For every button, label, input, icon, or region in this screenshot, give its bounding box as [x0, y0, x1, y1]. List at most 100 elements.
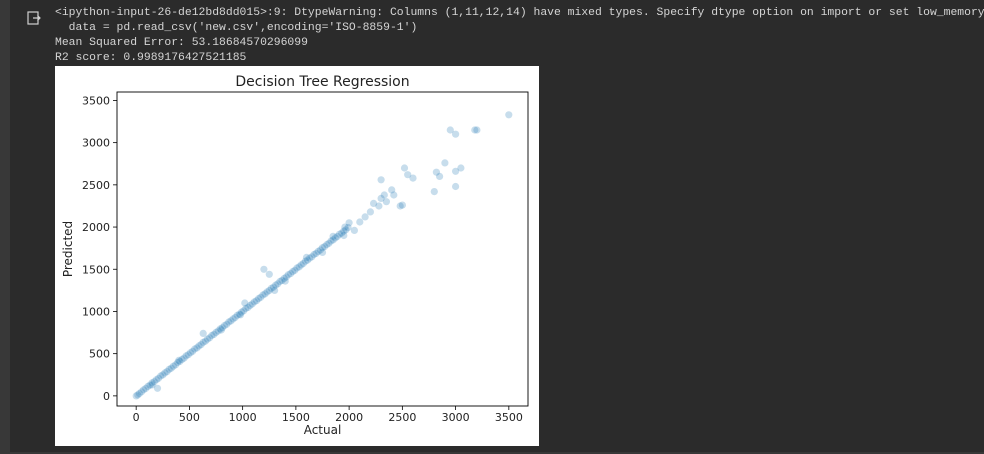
scatter-point: [208, 331, 216, 340]
scatter-point: [272, 281, 280, 289]
scatter-point: [370, 199, 378, 207]
stream-output: <ipython-input-26-de12bd8dd015>:9: Dtype…: [55, 6, 984, 66]
scatter-point: [214, 327, 222, 335]
y-tick-label: 2000: [82, 221, 110, 234]
chart-title: Decision Tree Regression: [235, 74, 409, 90]
scatter-point: [318, 244, 327, 252]
scatter-point: [342, 226, 350, 234]
scatter-points: [132, 111, 513, 400]
scatter-point: [390, 191, 398, 199]
scatter-point: [400, 164, 409, 172]
scatter-point: [176, 357, 184, 365]
scatter-point: [325, 239, 333, 247]
scatter-point: [218, 324, 226, 332]
scatter-point: [282, 273, 290, 281]
scatter-point: [261, 290, 269, 298]
scatter-point: [377, 194, 385, 202]
scatter-point: [327, 237, 335, 245]
scatter-point: [248, 300, 256, 308]
scatter-point: [148, 381, 156, 389]
scatter-point: [338, 229, 346, 237]
scatter-point: [396, 202, 404, 210]
scatter-point: [289, 268, 297, 276]
scatter-point: [329, 236, 337, 244]
scatter-point: [236, 311, 245, 319]
cell-bottom-border: [0, 452, 984, 454]
scatter-point: [278, 276, 286, 284]
scatter-point: [163, 368, 171, 376]
scatter-point: [238, 308, 246, 316]
scatter-point: [291, 266, 299, 274]
scatter-point: [233, 311, 241, 319]
scatter-point: [271, 286, 279, 294]
scatter-point: [161, 369, 169, 377]
scatter-point: [316, 246, 324, 254]
scatter-point: [409, 174, 417, 182]
scatter-point: [284, 271, 292, 279]
scatter-point: [199, 338, 207, 346]
scatter-point: [299, 259, 307, 268]
scatter-point: [452, 167, 460, 175]
scatter-point: [366, 208, 374, 216]
r2-line: R2 score: 0.9989176427521185: [55, 52, 247, 64]
scatter-point: [331, 234, 339, 242]
scatter-point: [267, 284, 275, 292]
scatter-point: [220, 322, 229, 330]
scatter-point: [137, 388, 146, 396]
x-tick-label: 500: [179, 411, 200, 424]
x-tick-label: 0: [133, 411, 140, 424]
scatter-point: [203, 335, 212, 343]
scatter-point: [255, 295, 263, 303]
scatter-point: [344, 223, 352, 232]
scatter-point: [404, 171, 412, 179]
scatter-point: [432, 168, 440, 176]
scatter-point: [323, 241, 331, 249]
scatter-point: [382, 198, 390, 206]
y-axis-label: Predicted: [61, 221, 75, 277]
x-tick-label: 3000: [442, 411, 470, 424]
scatter-point: [398, 201, 406, 209]
scatter-point: [148, 379, 156, 387]
x-tick-label: 1500: [282, 411, 310, 424]
scatter-point: [340, 227, 348, 235]
scatter-point: [150, 378, 158, 386]
scatter-point: [182, 352, 190, 360]
scatter-point: [457, 164, 465, 172]
scatter-point: [217, 326, 225, 334]
x-tick-label: 2500: [388, 411, 416, 424]
scatter-point: [135, 389, 143, 398]
scatter-point: [191, 345, 199, 353]
scatter-point: [274, 280, 282, 288]
scatter-point: [304, 256, 312, 264]
scatter-point: [345, 219, 353, 227]
x-tick-label: 1000: [229, 411, 257, 424]
scatter-point: [312, 249, 320, 257]
x-tick-label: 3500: [495, 411, 523, 424]
scatter-point: [265, 270, 273, 278]
scatter-point: [189, 347, 197, 355]
scatter-point: [134, 391, 142, 399]
y-tick-label: 500: [89, 348, 110, 361]
scatter-point: [295, 263, 303, 271]
scatter-point: [231, 313, 239, 322]
scatter-point: [280, 274, 288, 282]
scatter-point: [242, 304, 250, 313]
scatter-point: [263, 288, 271, 296]
scatter-point: [446, 126, 454, 134]
scatter-point: [281, 277, 289, 285]
scatter-point: [297, 261, 305, 269]
scatter-point: [154, 374, 163, 382]
scatter-point: [197, 341, 205, 349]
scatter-point: [452, 182, 460, 191]
scatter-point: [314, 247, 322, 255]
scatter-point: [142, 384, 150, 392]
scatter-point: [146, 381, 154, 389]
scatter-point: [329, 232, 337, 240]
output-redirect-icon[interactable]: [27, 10, 41, 25]
y-tick-label: 3500: [82, 94, 110, 107]
scatter-chart: Decision Tree Regression 0 500 1000 1500 2000…: [61, 74, 529, 437]
scatter-point: [206, 334, 214, 342]
scatter-point: [293, 264, 301, 272]
scatter-point: [175, 356, 183, 364]
